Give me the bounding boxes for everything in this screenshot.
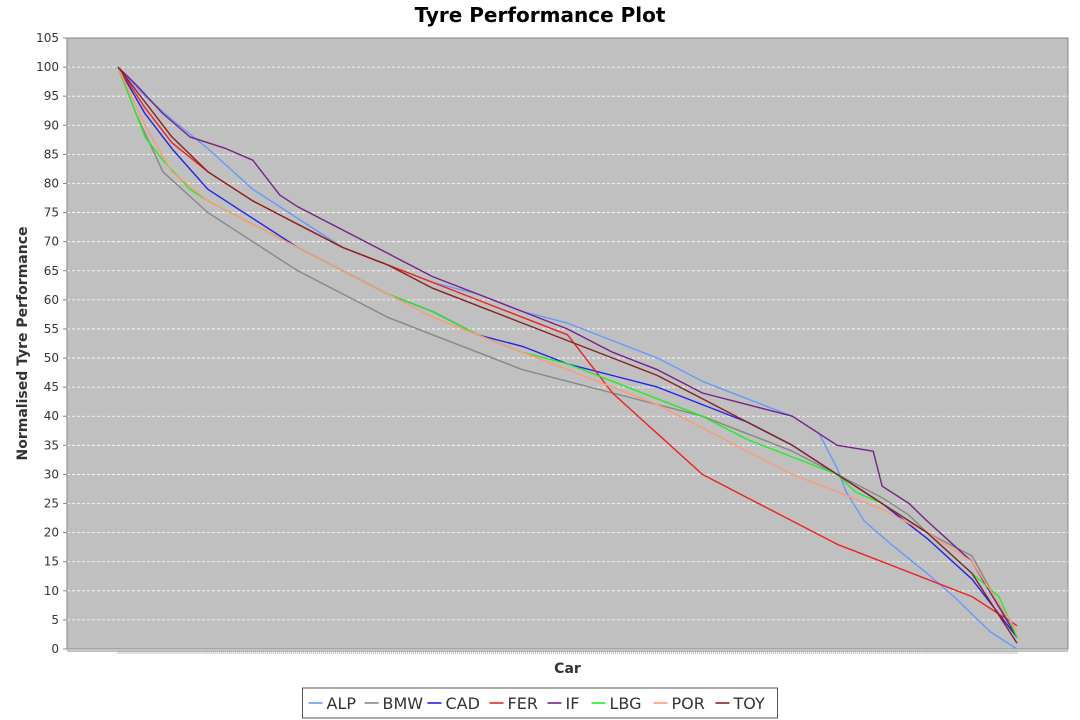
legend-label: BMW: [383, 694, 424, 713]
plot-area: [66, 37, 1069, 650]
legend-label: POR: [672, 694, 705, 713]
legend-label: LBG: [610, 694, 642, 713]
legend-label: CAD: [446, 694, 480, 713]
y-tick-label: 50: [44, 351, 59, 365]
legend-item-por: POR: [653, 694, 705, 713]
legend-item-toy: TOY: [715, 694, 765, 713]
legend-label: IF: [566, 694, 580, 713]
y-tick-label: 45: [44, 380, 59, 394]
y-tick-label: 90: [44, 118, 59, 132]
legend-label: ALP: [327, 694, 357, 713]
y-tick-label: 55: [44, 322, 59, 336]
series-line-bmw: [117, 66, 1018, 638]
legend-item-lbg: LBG: [591, 694, 642, 713]
y-tick-label: 20: [44, 526, 59, 540]
y-tick-label: 105: [36, 31, 59, 45]
series-line-lbg: [117, 66, 1018, 638]
x-axis-label: Car: [554, 661, 581, 677]
chart-title: Tyre Performance Plot: [415, 3, 666, 27]
legend-item-bmw: BMW: [364, 694, 424, 713]
y-tick-label: 5: [51, 613, 59, 627]
y-tick-label: 65: [44, 264, 59, 278]
legend-item-cad: CAD: [427, 694, 480, 713]
legend: ALP BMW CAD FER IF LBG POR TOY: [308, 694, 765, 713]
series-line-por: [117, 66, 1018, 632]
y-tick-label: 40: [44, 409, 59, 423]
y-axis-ticks: 0 5 10 15 20 25 30 35 40 45 50 55 60 65 70 75 80 85 90 95 10…: [36, 31, 67, 656]
series-layer: [117, 66, 1018, 650]
grid-layer: [67, 66, 1068, 621]
series-line-if: [117, 66, 1018, 638]
y-tick-label: 35: [44, 438, 59, 452]
y-tick-label: 85: [44, 147, 59, 161]
y-tick-label: 30: [44, 467, 59, 481]
y-tick-label: 10: [44, 584, 59, 598]
y-axis-label: Normalised Tyre Performance: [15, 227, 31, 461]
legend-box: [302, 687, 778, 719]
legend-label: FER: [508, 694, 538, 713]
y-tick-label: 0: [51, 642, 59, 656]
y-tick-label: 100: [36, 60, 59, 74]
y-tick-label: 15: [44, 555, 59, 569]
legend-label: TOY: [733, 694, 765, 713]
legend-item-fer: FER: [489, 694, 538, 713]
legend-item-alp: ALP: [308, 694, 357, 713]
y-tick-label: 95: [44, 89, 59, 103]
y-tick-label: 60: [44, 293, 59, 307]
series-line-toy: [117, 66, 1018, 644]
y-tick-label: 70: [44, 235, 59, 249]
legend-item-if: IF: [547, 694, 580, 713]
series-line-alp: [117, 66, 1018, 650]
y-tick-label: 75: [44, 206, 59, 220]
y-tick-label: 80: [44, 176, 59, 190]
y-tick-label: 25: [44, 497, 59, 511]
